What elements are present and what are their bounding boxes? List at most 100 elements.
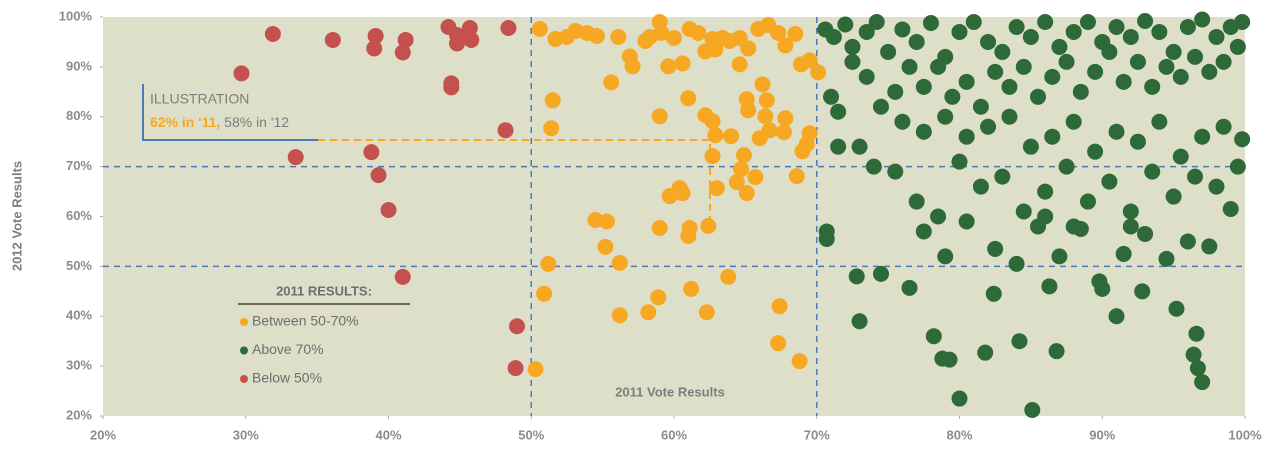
point [1144,78,1161,95]
point [1158,250,1175,267]
point [788,168,805,185]
point [880,43,897,60]
point [1165,43,1182,60]
point [1189,360,1206,377]
annotation-text: 62% in '11, 58% in '12 [150,114,289,130]
point [683,280,700,297]
point [1058,158,1075,175]
point [894,21,911,38]
point [1165,188,1182,205]
point [1201,63,1218,80]
point [825,28,842,45]
point [810,64,827,81]
point [770,24,787,41]
point [1144,163,1161,180]
point [603,74,620,91]
point [865,158,882,175]
point [728,174,745,191]
point [915,123,932,140]
point [588,27,605,44]
point [951,23,968,40]
point [698,304,715,321]
y-axis-label: 2012 Vote Results [9,161,24,271]
legend-label: Below 50% [252,370,322,386]
point [1024,402,1041,419]
point [1065,218,1082,235]
point [794,143,811,160]
point [461,19,478,36]
point [1179,18,1196,35]
point [958,128,975,145]
point [674,55,691,72]
point [844,53,861,70]
point [544,92,561,109]
x-tick-label: 20% [90,427,116,442]
point [777,37,794,54]
point [1137,12,1154,29]
point [366,40,383,57]
point [500,19,517,36]
point [1194,128,1211,145]
legend-marker [240,375,248,383]
point [536,285,553,302]
point [597,238,614,255]
point [972,98,989,115]
legend-label: Above 70% [252,341,324,357]
point [1044,128,1061,145]
point [738,185,755,202]
point [937,108,954,125]
point [872,265,889,282]
y-tick-label: 90% [66,58,92,73]
point [363,144,380,161]
point [787,25,804,42]
annotation-bracket [142,84,318,141]
point [1108,308,1125,325]
point [531,20,548,37]
point [1122,218,1139,235]
y-tick-label: 60% [66,208,92,223]
point [611,254,628,271]
point [837,16,854,33]
annotation-title: ILLUSTRATION [150,91,249,107]
point [1151,23,1168,40]
point [1037,208,1054,225]
point [704,113,721,130]
point [720,268,737,285]
point [1037,13,1054,30]
point [610,28,627,45]
point [1108,123,1125,140]
point [930,58,947,75]
point [757,108,774,125]
point [370,167,387,184]
point [980,33,997,50]
point [987,63,1004,80]
point [958,213,975,230]
point [1115,245,1132,262]
point [887,83,904,100]
point [848,268,865,285]
point [1101,173,1118,190]
point [507,360,524,377]
y-tick-label: 30% [66,358,92,373]
point [1022,138,1039,155]
point [1048,343,1065,360]
x-tick-label: 30% [233,427,259,442]
point [1137,225,1154,242]
point [708,180,725,197]
point [680,227,697,244]
point [735,147,752,164]
point [1065,23,1082,40]
point [449,35,466,52]
point [463,31,480,48]
y-tick-label: 100% [59,8,93,23]
point [666,29,682,46]
point [394,268,411,285]
point [1208,178,1225,195]
point [653,24,670,41]
point [651,219,668,236]
point [651,108,668,125]
point [844,38,861,55]
point [394,44,411,61]
